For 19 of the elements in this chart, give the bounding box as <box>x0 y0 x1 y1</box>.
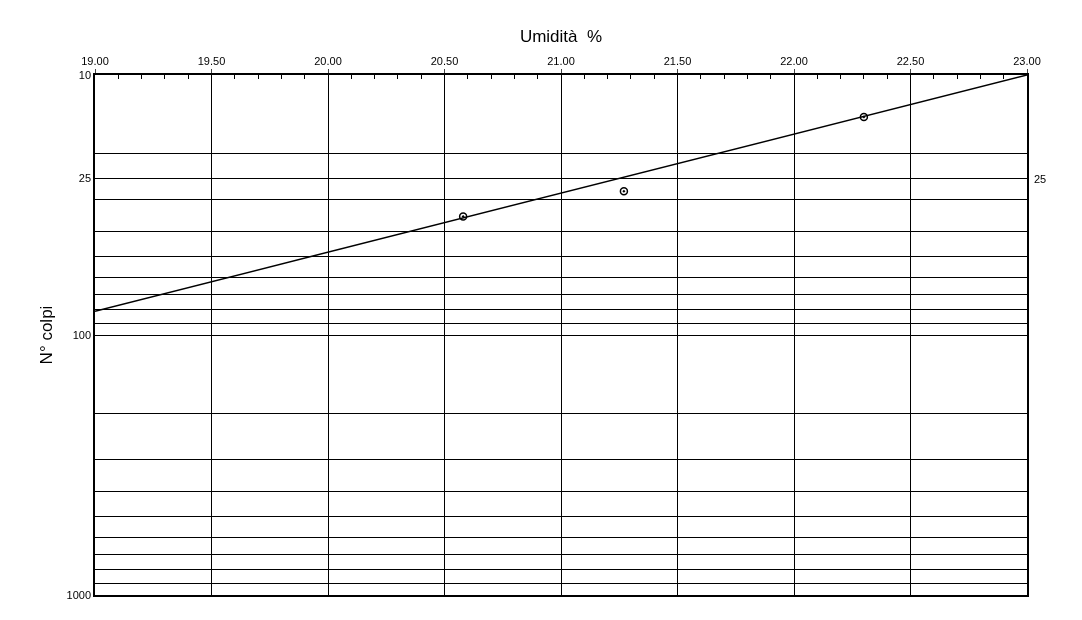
x-axis-title: Umidità % <box>519 26 603 46</box>
point <box>859 112 869 122</box>
x-tick-label: 20.00 <box>314 54 342 67</box>
x-tick-label: 21.00 <box>547 54 575 67</box>
x-tick-label: 20.50 <box>430 54 459 67</box>
y-axis-title: N° colpi <box>36 305 56 365</box>
point <box>458 212 468 221</box>
x-tick-label: 21.50 <box>663 54 692 67</box>
x-tick-label: 23.00 <box>1013 54 1041 67</box>
x-tick-label: 19.00 <box>81 54 109 67</box>
x-tick-label: 19.50 <box>197 54 226 67</box>
point <box>619 187 629 196</box>
x-tick-label: 22.50 <box>896 54 925 67</box>
y-tick-label: 25 <box>78 172 92 185</box>
x-tick-label: 22.00 <box>780 54 808 67</box>
y-tick-label: 10 <box>78 68 92 81</box>
text: 25 <box>1034 173 1047 185</box>
y-tick-label: 1000 <box>66 588 92 601</box>
y-tick-label: 100 <box>72 328 92 341</box>
